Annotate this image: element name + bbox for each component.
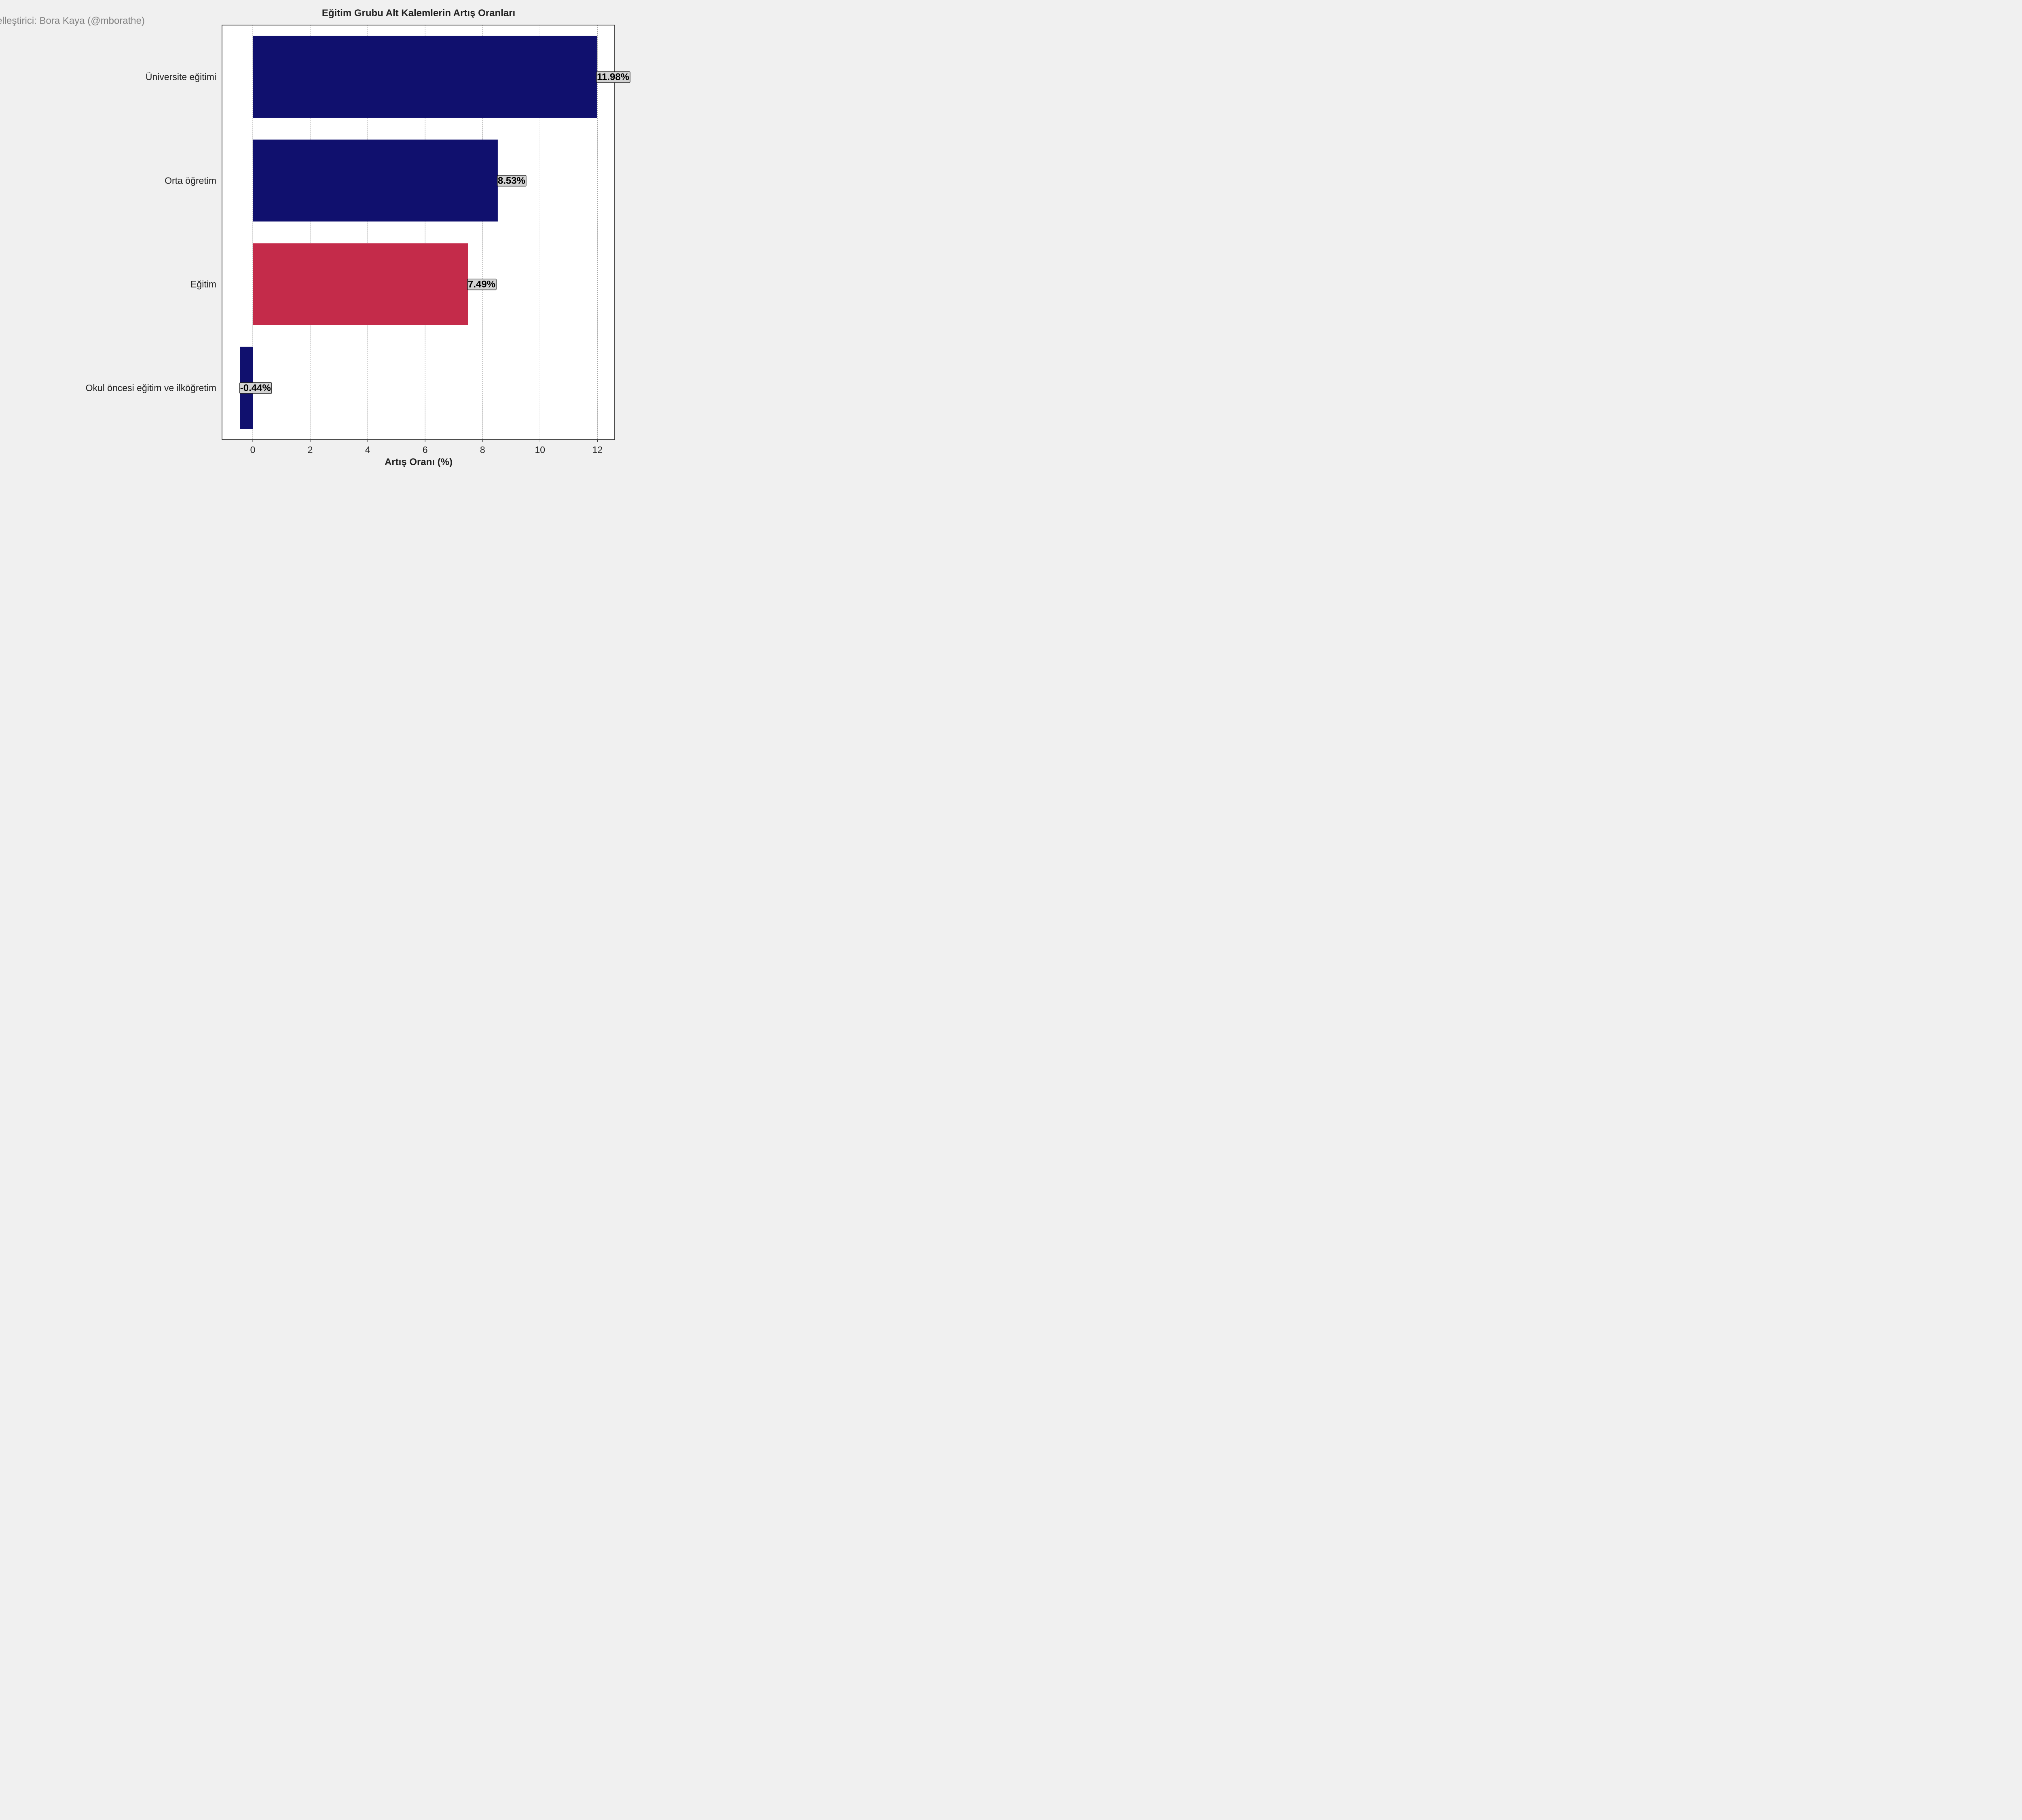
chart: Görselleştirici: Bora Kaya (@mborathe) E… [0, 8, 630, 468]
value-label-box-2 [467, 279, 497, 290]
category-label-2: Eğitim [190, 279, 216, 290]
category-label-0: Üniversite eğitimi [146, 72, 216, 82]
category-labels: Üniversite eğitimi Orta öğretim Eğitim Okul… [86, 72, 216, 393]
x-tick-label-6: 12 [592, 444, 603, 455]
category-label-3: Okul öncesi eğitim ve ilköğretim [86, 383, 216, 393]
bar-2 [253, 243, 468, 325]
x-tick-label-0: 0 [250, 444, 256, 455]
x-axis-title: Artış Oranı (%) [385, 457, 453, 468]
value-labels: 11.98% 8.53% 7.49% -0.44% [239, 71, 630, 394]
value-label-text-0: 11.98% [597, 72, 629, 83]
category-label-1: Orta öğretim [165, 175, 216, 186]
x-tick-labels: 0 2 4 6 8 10 12 [250, 440, 603, 455]
bar-1 [253, 140, 498, 222]
value-label-1: 8.53% [497, 175, 527, 186]
plot-frame [222, 25, 615, 440]
x-tick-label-4: 8 [480, 444, 485, 455]
x-tick-label-5: 10 [535, 444, 546, 455]
value-label-text-3: -0.44% [240, 383, 271, 394]
x-tick-label-3: 6 [423, 444, 428, 455]
value-label-2: 7.49% [467, 279, 497, 290]
x-tick-label-2: 4 [365, 444, 370, 455]
value-label-text-2: 7.49% [468, 279, 495, 290]
value-label-3: -0.44% [239, 382, 272, 394]
value-label-0: 11.98% [596, 71, 630, 83]
watermark-text: Görselleştirici: Bora Kaya (@mborathe) [0, 15, 145, 26]
value-label-box-3 [239, 382, 272, 394]
value-label-text-1: 8.53% [498, 175, 525, 186]
value-label-box-1 [497, 175, 527, 186]
value-label-box-0 [596, 71, 630, 83]
x-tick-label-1: 2 [308, 444, 313, 455]
chart-title: Eğitim Grubu Alt Kalemlerin Artış Oranla… [322, 8, 515, 19]
bar-0 [253, 36, 597, 118]
bars [240, 36, 597, 429]
